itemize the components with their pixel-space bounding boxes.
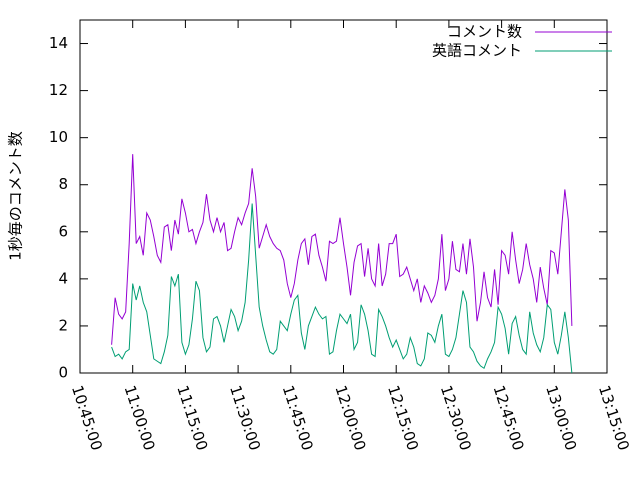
plot-frame <box>79 19 608 374</box>
y-tick-label: 6 <box>58 222 68 240</box>
x-tick-label: 11:30:00 <box>226 383 264 453</box>
legend-label: コメント数 <box>447 23 522 41</box>
x-tick-label: 12:30:00 <box>437 383 475 453</box>
x-tick-label: 11:45:00 <box>279 383 317 453</box>
y-tick-label: 2 <box>58 316 68 334</box>
x-tick-label: 12:15:00 <box>384 383 422 453</box>
x-tick-label: 12:45:00 <box>490 383 528 453</box>
y-tick-label: 4 <box>58 269 68 287</box>
legend-label: 英語コメント <box>432 42 522 60</box>
data-line <box>111 203 573 374</box>
y-tick-label: 12 <box>49 81 68 99</box>
x-tick-label: 13:15:00 <box>595 383 633 453</box>
y-tick-label: 8 <box>58 175 68 193</box>
x-tick-label: 13:00:00 <box>542 383 580 453</box>
y-tick-label: 14 <box>49 34 68 52</box>
y-tick-label: 0 <box>58 364 68 382</box>
x-tick-label: 10:45:00 <box>68 383 106 453</box>
y-axis-label: 1秒毎のコメント数 <box>7 131 25 261</box>
x-tick-label: 11:15:00 <box>173 383 211 453</box>
x-tick-label: 12:00:00 <box>331 383 369 453</box>
data-line <box>111 154 573 345</box>
x-tick-label: 11:00:00 <box>121 383 159 453</box>
y-tick-label: 10 <box>49 128 68 146</box>
